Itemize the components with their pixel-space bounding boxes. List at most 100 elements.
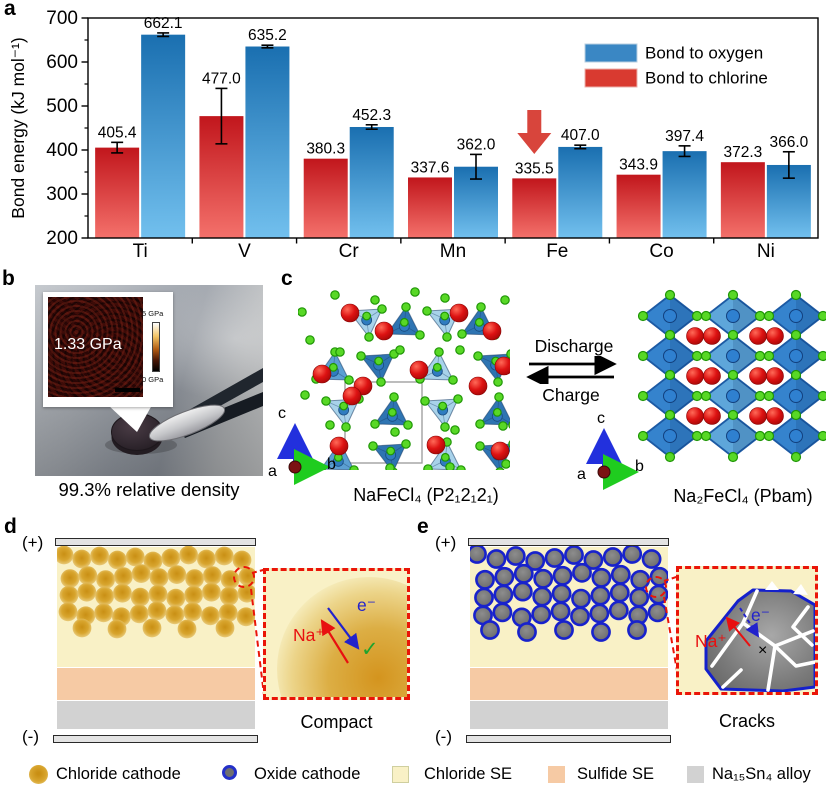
na-atom — [426, 435, 446, 455]
chloride-cathode-particle — [131, 564, 151, 583]
value-label: 635.2 — [248, 27, 287, 44]
x-tick-label: Ti — [133, 241, 148, 262]
compact-inset: Na⁺ e⁻ ✓ — [263, 568, 410, 700]
na2fecl4-caption: Na₂FeCl₄ (Pbam) — [673, 486, 813, 506]
cl-atom — [691, 350, 703, 362]
octahedron-facet — [733, 335, 760, 377]
cl-atom — [754, 430, 766, 442]
afm-scalebar — [115, 388, 140, 392]
alloy-layer-d — [57, 701, 255, 729]
oxide-cathode-particle — [602, 547, 623, 567]
panel-label-c: c — [281, 267, 293, 290]
value-label: 662.1 — [144, 15, 183, 32]
cl-atom — [691, 310, 703, 322]
chloride-cathode-particle — [236, 607, 255, 627]
value-label: 372.3 — [723, 144, 762, 161]
cl-atom — [817, 390, 826, 402]
bar-Bond-to-oxygen-Co — [662, 151, 707, 238]
na-ion-label-e: Na⁺ — [695, 631, 727, 651]
value-label: 337.6 — [411, 159, 450, 176]
cl-atom — [442, 332, 452, 342]
colorbar — [152, 322, 160, 372]
na-atom — [490, 441, 510, 461]
chloride-cathode-particle — [59, 585, 79, 605]
cl-atom — [368, 441, 378, 451]
cl-atom — [349, 465, 359, 470]
alloy-label: Na₁₅Sn₄ alloy — [712, 765, 811, 783]
cl-atom — [475, 441, 485, 451]
cl-atom — [395, 345, 405, 355]
negative-terminal-e: (-) — [435, 727, 452, 746]
chloride-cathode-particle — [166, 588, 186, 608]
cl-atom — [440, 422, 450, 432]
oxide-cathode-particle — [554, 620, 574, 640]
nafecl4-structure — [298, 287, 510, 470]
cl-atom — [790, 329, 802, 341]
cl-atom — [440, 311, 450, 321]
na-atom — [703, 327, 721, 345]
chloride-cathode-particle — [214, 546, 234, 566]
cl-atom — [700, 310, 712, 322]
cracks-inset: Na⁺ e⁻ × — [676, 566, 818, 695]
hardness-map-inset: 1.33 GPa 5 GPa 0 GPa — [43, 292, 173, 407]
fe-atom — [726, 309, 740, 323]
chloride-cathode-particle — [149, 568, 169, 587]
inset-pointer — [108, 405, 152, 432]
cl-atom — [498, 421, 508, 431]
cl-atom — [763, 430, 775, 442]
cl-atom — [399, 317, 409, 327]
value-label: 335.5 — [515, 160, 554, 177]
oxide-cathode-particle — [641, 549, 662, 569]
afm-image: 1.33 GPa — [48, 297, 143, 397]
chloride-cathode-particle — [179, 546, 198, 565]
cl-atom — [754, 310, 766, 322]
alloy-layer-e — [470, 701, 668, 729]
oxide-cathode-particle — [572, 562, 592, 583]
hardness-value: 1.33 GPa — [54, 336, 122, 353]
oxide-cathode-particle — [475, 569, 495, 590]
value-label: 366.0 — [769, 134, 808, 151]
chloride-cathode-particle — [232, 550, 252, 570]
cl-atom — [377, 304, 387, 314]
cl-atom — [700, 350, 712, 362]
cl-atom — [473, 351, 483, 361]
octahedron-facet — [733, 415, 760, 457]
axis-a-label-right: a — [577, 466, 586, 483]
cl-atom — [493, 377, 503, 387]
value-label: 380.3 — [306, 141, 345, 158]
cracked-particle-drawing — [704, 581, 815, 692]
cl-atom — [638, 430, 649, 442]
oxide-cathode-particle — [609, 582, 630, 603]
na-atom — [342, 386, 362, 406]
octahedron-facet — [670, 335, 697, 377]
oxide-cathode-particle — [571, 588, 591, 609]
cl-atom — [450, 425, 460, 435]
axis-b-label-right: b — [635, 458, 644, 475]
cl-atom — [438, 401, 448, 411]
positive-terminal-e: (+) — [435, 533, 457, 552]
cl-atom — [370, 419, 380, 429]
na-atom — [686, 327, 704, 345]
octahedron-facet — [733, 295, 760, 337]
na-atom — [686, 367, 704, 385]
cl-atom — [790, 369, 802, 381]
x-tick-label: Mn — [440, 241, 466, 262]
positive-terminal-d: (+) — [22, 533, 44, 552]
fe-atom — [726, 349, 740, 363]
na-atom — [340, 303, 360, 323]
electron-label-d: e⁻ — [357, 595, 376, 615]
bar-Bond-to-chlorine-Cr — [303, 158, 348, 238]
oxide-cathode-layer — [470, 546, 668, 642]
na-atom — [766, 367, 784, 385]
value-label: 405.4 — [98, 124, 137, 141]
fe-atom — [663, 309, 677, 323]
chloride-cathode-particle — [148, 584, 168, 604]
oxide-cathode-particle — [583, 550, 604, 570]
cl-atom — [492, 407, 502, 417]
chloride-cathode-particle — [143, 551, 163, 571]
electron-arrow — [327, 607, 360, 650]
cl-atom — [321, 396, 331, 406]
oxide-cathode-particle — [564, 546, 584, 565]
chloride-cathode-particle — [130, 587, 150, 607]
cl-atom — [664, 369, 676, 381]
